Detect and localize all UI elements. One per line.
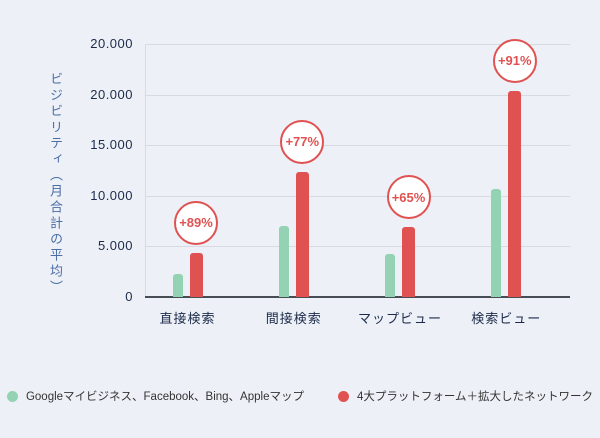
bar-red bbox=[508, 90, 522, 297]
legend-label-green: Googleマイビジネス、Facebook、Bing、Appleマップ bbox=[25, 391, 304, 403]
gridline bbox=[145, 44, 570, 45]
legend-item-red: 4大プラットフォーム＋拡大したネットワーク bbox=[337, 388, 594, 404]
percent-badge: +91% bbox=[492, 38, 537, 83]
y-tick-label: 20.000 bbox=[90, 36, 133, 51]
bar-green bbox=[385, 254, 395, 297]
y-tick-label: 0 bbox=[125, 289, 133, 304]
gridline bbox=[145, 246, 570, 248]
x-axis-label: 間接検索 bbox=[265, 311, 322, 326]
x-axis-line bbox=[145, 296, 570, 298]
bar-green bbox=[278, 226, 289, 297]
bar-red bbox=[189, 252, 203, 297]
y-axis-title: ビジビリティ（月合計の平均） bbox=[48, 72, 63, 296]
x-axis-label: 検索ビュー bbox=[471, 311, 542, 326]
y-tick-label: 10.000 bbox=[90, 187, 133, 203]
gridline bbox=[145, 145, 570, 147]
bar-red bbox=[402, 227, 415, 297]
percent-badge: +65% bbox=[386, 175, 431, 220]
legend: Googleマイビジネス、Facebook、Bing、Appleマップ 4大プラ… bbox=[0, 388, 600, 404]
bar-green bbox=[172, 273, 183, 297]
bar-red bbox=[295, 171, 309, 297]
legend-label-red: 4大プラットフォーム＋拡大したネットワーク bbox=[356, 391, 594, 403]
y-tick-label: 5.000 bbox=[97, 238, 133, 254]
percent-badge: +77% bbox=[280, 119, 325, 164]
y-tick-label: 20.000 bbox=[90, 86, 133, 102]
y-tick-label: 15.000 bbox=[90, 137, 133, 153]
bar-green bbox=[491, 188, 502, 297]
x-axis-label: マップビュー bbox=[357, 311, 442, 326]
percent-badge: +89% bbox=[174, 200, 218, 245]
gridline bbox=[145, 94, 570, 96]
x-axis-label: 直接検索 bbox=[159, 311, 216, 326]
y-axis-line bbox=[145, 44, 146, 297]
gridline bbox=[145, 195, 570, 197]
legend-dot-red bbox=[337, 390, 349, 402]
legend-item-green: Googleマイビジネス、Facebook、Bing、Appleマップ bbox=[6, 388, 304, 404]
legend-dot-green bbox=[6, 390, 18, 402]
